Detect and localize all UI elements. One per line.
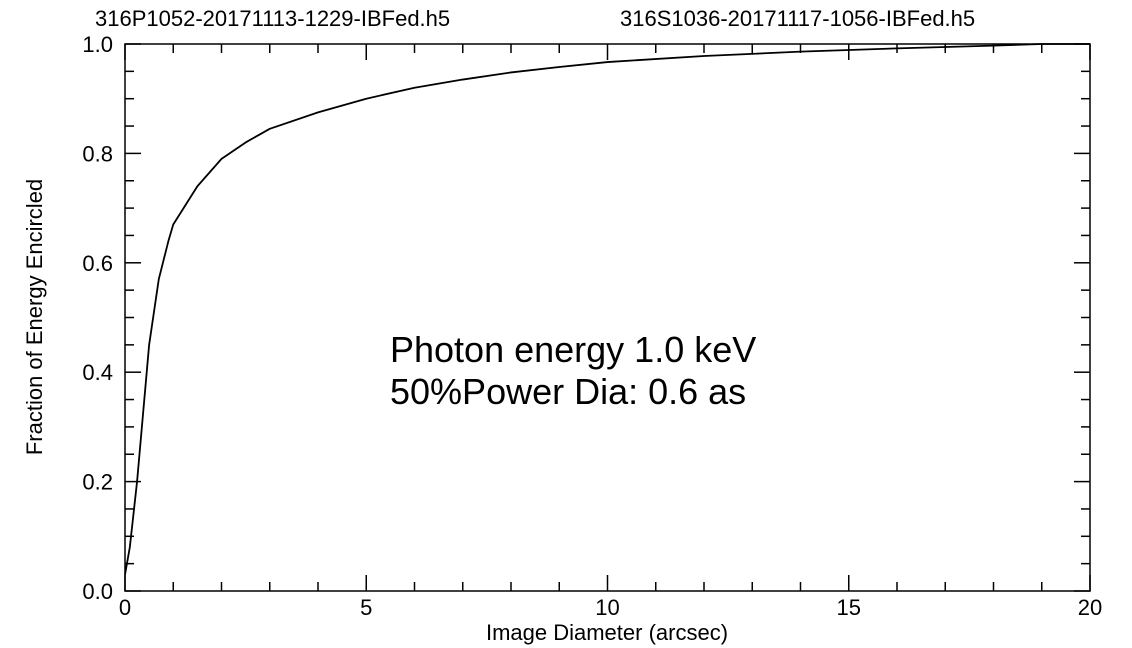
- y-tick-label: 0.6: [82, 251, 113, 276]
- x-tick-label: 0: [119, 595, 131, 620]
- title-right: 316S1036-20171117-1056-IBFed.h5: [620, 6, 975, 31]
- x-tick-label: 20: [1078, 595, 1102, 620]
- annotation: 50%Power Dia: 0.6 as: [390, 371, 746, 412]
- x-tick-label: 10: [595, 595, 619, 620]
- plot-frame: [124, 43, 1091, 592]
- title-left: 316P1052-20171113-1229-IBFed.h5: [95, 6, 450, 31]
- annotation: Photon energy 1.0 keV: [390, 329, 756, 370]
- y-tick-label: 0.8: [82, 141, 113, 166]
- x-tick-label: 5: [360, 595, 372, 620]
- x-axis-label: Image Diameter (arcsec): [486, 620, 728, 645]
- x-tick-label: 15: [837, 595, 861, 620]
- y-axis-label: Fraction of Energy Encircled: [22, 179, 47, 455]
- y-tick-label: 0.0: [82, 579, 113, 604]
- y-tick-label: 0.2: [82, 470, 113, 495]
- y-tick-label: 0.4: [82, 360, 113, 385]
- y-tick-label: 1.0: [82, 32, 113, 57]
- data-line: [124, 43, 1090, 575]
